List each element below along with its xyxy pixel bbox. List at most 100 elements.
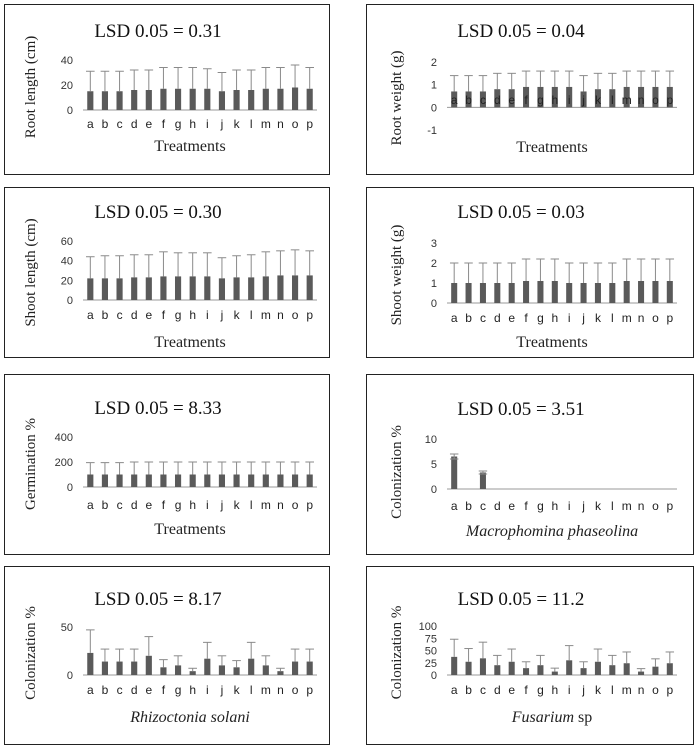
category-label: p bbox=[306, 117, 313, 131]
bar bbox=[87, 91, 94, 110]
bar bbox=[594, 89, 601, 108]
bar bbox=[638, 281, 645, 303]
category-label: f bbox=[524, 683, 528, 697]
category-label: f bbox=[162, 117, 166, 131]
bar bbox=[666, 663, 673, 675]
category-label: n bbox=[277, 308, 284, 322]
category-label: o bbox=[292, 308, 299, 322]
bar bbox=[204, 276, 211, 300]
chart-svg-root-weight: LSD 0.05 = 0.04 -1 0 1 2 a b c d e f g h i j k l m n o p Trea… bbox=[389, 21, 677, 156]
category-label: o bbox=[652, 683, 659, 697]
category-label: m bbox=[622, 93, 632, 107]
category-label: e bbox=[145, 498, 152, 512]
chart-title: LSD 0.05 = 0.30 bbox=[94, 202, 221, 223]
bar bbox=[189, 276, 196, 300]
category-label: i bbox=[568, 93, 571, 107]
bar bbox=[623, 663, 630, 675]
bar bbox=[233, 667, 240, 675]
bar bbox=[523, 281, 530, 303]
bar bbox=[451, 656, 458, 675]
x-axis-label: Fusarium sp bbox=[511, 709, 592, 726]
category-label: f bbox=[524, 311, 528, 325]
bar bbox=[566, 660, 573, 675]
bar bbox=[580, 91, 587, 108]
chart-panel-fusarium: LSD 0.05 = 11.2 0 25 50 75 100 a b c d e f g h i j k l m n o… bbox=[366, 566, 694, 745]
category-label: d bbox=[131, 117, 138, 131]
bar bbox=[204, 474, 211, 487]
y-axis-label: Colonization % bbox=[23, 606, 39, 700]
bar bbox=[580, 283, 587, 303]
bar bbox=[465, 661, 472, 675]
category-label: c bbox=[117, 498, 123, 512]
chart-title: LSD 0.05 = 8.17 bbox=[94, 589, 221, 610]
category-label: j bbox=[581, 499, 585, 513]
category-label: c bbox=[480, 311, 486, 325]
category-label: m bbox=[261, 117, 271, 131]
y-tick-label: 20 bbox=[61, 80, 73, 92]
bar bbox=[174, 665, 182, 675]
category-label: a bbox=[451, 499, 458, 513]
category-label: p bbox=[306, 683, 313, 697]
category-label: m bbox=[261, 308, 271, 322]
category-label: h bbox=[189, 498, 196, 512]
bar bbox=[638, 671, 645, 675]
bar bbox=[306, 661, 313, 675]
y-tick-label: 0 bbox=[431, 670, 437, 682]
y-axis-label: Colonization % bbox=[389, 425, 405, 519]
y-tick-label: 0 bbox=[67, 670, 73, 682]
category-label: n bbox=[638, 499, 645, 513]
y-tick-label: 50 bbox=[425, 646, 437, 658]
y-axis-label: Colonization % bbox=[389, 606, 405, 700]
bar bbox=[479, 283, 486, 303]
category-label: g bbox=[537, 683, 544, 697]
category-label: m bbox=[622, 683, 632, 697]
y-tick-label: 2 bbox=[431, 258, 437, 270]
category-label: k bbox=[595, 311, 602, 325]
category-label: k bbox=[234, 117, 241, 131]
category-label: p bbox=[306, 498, 313, 512]
bar bbox=[174, 276, 182, 300]
bar bbox=[248, 277, 255, 300]
y-tick-label: 2 bbox=[431, 57, 437, 69]
bar bbox=[479, 658, 486, 675]
bar bbox=[465, 91, 472, 108]
bar bbox=[566, 283, 573, 303]
bar bbox=[131, 90, 138, 110]
category-label: l bbox=[611, 93, 614, 107]
bar bbox=[652, 281, 659, 303]
x-axis-label: Treatments bbox=[516, 334, 587, 351]
bar bbox=[233, 277, 240, 300]
category-label: d bbox=[131, 498, 138, 512]
category-label: g bbox=[537, 93, 544, 107]
bar bbox=[523, 668, 530, 675]
category-label: a bbox=[87, 117, 94, 131]
category-label: f bbox=[524, 93, 528, 107]
bar bbox=[609, 89, 616, 108]
category-label: h bbox=[189, 683, 196, 697]
chart-svg-shoot-length: LSD 0.05 = 0.30 0 20 40 60 a b c d e f g h i j k l m n o p Tr… bbox=[23, 202, 317, 351]
category-label: a bbox=[87, 308, 94, 322]
chart-title: LSD 0.05 = 8.33 bbox=[94, 398, 221, 419]
y-axis-label: Germination % bbox=[23, 418, 39, 510]
y-tick-label: 200 bbox=[55, 457, 73, 469]
bar bbox=[218, 278, 226, 300]
category-label: j bbox=[581, 683, 585, 697]
bar bbox=[306, 275, 313, 300]
y-tick-label: 40 bbox=[61, 256, 73, 268]
category-label: p bbox=[666, 499, 673, 513]
category-label: l bbox=[611, 311, 614, 325]
category-label: e bbox=[145, 117, 152, 131]
chart-svg-germination: LSD 0.05 = 8.33 0 200 400 a b c d e f g h i j k l m n o p Tr… bbox=[23, 398, 317, 538]
bar bbox=[101, 661, 109, 675]
bar bbox=[508, 89, 515, 108]
category-label: c bbox=[480, 683, 486, 697]
category-label: g bbox=[537, 311, 544, 325]
category-label: g bbox=[175, 308, 182, 322]
category-label: b bbox=[102, 683, 109, 697]
bar bbox=[174, 88, 182, 110]
bar bbox=[131, 661, 138, 675]
chart-panel-germination: LSD 0.05 = 8.33 0 200 400 a b c d e f g h i j k l m n o p Tr… bbox=[4, 374, 330, 555]
bar bbox=[131, 277, 138, 300]
category-label: l bbox=[250, 308, 253, 322]
category-label: o bbox=[292, 117, 299, 131]
